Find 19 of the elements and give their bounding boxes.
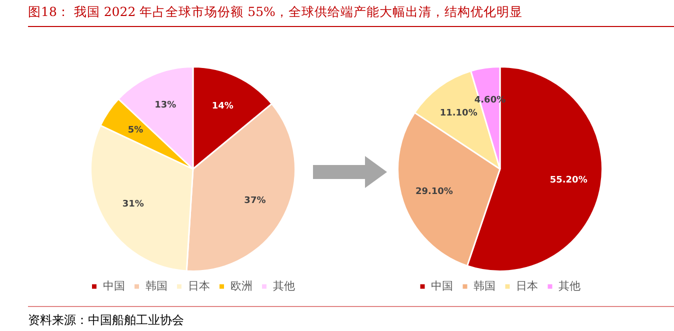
legend-label: 日本 [516, 279, 538, 292]
legend-label: 日本 [188, 279, 210, 292]
data-label: 11.10% [440, 108, 478, 118]
legend-label: 其他 [558, 279, 580, 292]
data-label: 37% [244, 196, 266, 206]
legend-label: 中国 [102, 279, 125, 292]
chart-title: 图18： 我国 2022 年占全球市场份额 55%，全球供给端产能大幅出清，结构优化明显 [28, 4, 522, 21]
data-label: 29.10% [415, 186, 453, 197]
legend-label: 韩国 [145, 279, 168, 292]
data-label: 5% [128, 125, 144, 136]
data-label: 55.20% [550, 176, 588, 186]
data-label: 31% [122, 200, 144, 210]
legend-label: 韩国 [474, 279, 496, 292]
text: 资料来源：中国船舶工业协会 [28, 312, 184, 329]
legend-label: 其他 [272, 279, 295, 292]
data-label: 13% [154, 100, 176, 111]
legend-label: 中国 [431, 279, 453, 292]
legend-label: 欧洲 [230, 279, 252, 292]
data-label: 14% [212, 101, 234, 112]
